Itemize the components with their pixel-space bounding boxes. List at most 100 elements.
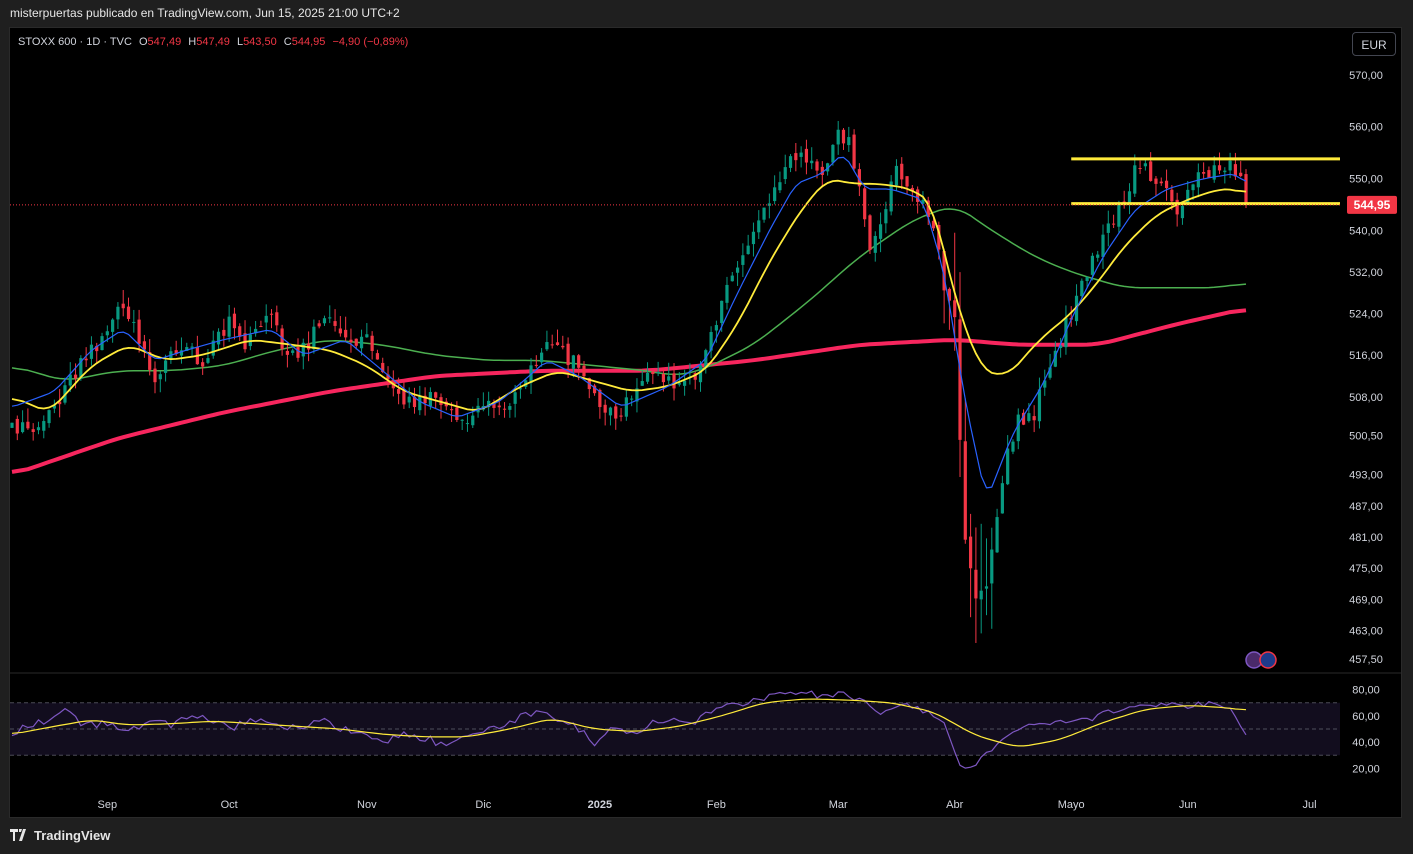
price-axis-tick: 524,00	[1349, 309, 1383, 321]
candle-body	[142, 341, 147, 350]
candle-body	[317, 323, 321, 327]
candle-body	[1159, 181, 1163, 184]
candle-body	[969, 536, 973, 569]
candle-body	[746, 245, 750, 255]
candle-body	[630, 398, 634, 400]
candle-body	[126, 306, 131, 319]
candle-body	[826, 163, 830, 172]
candle-body	[1053, 350, 1057, 367]
candle-body	[947, 288, 952, 301]
candle-body	[1186, 189, 1190, 204]
candle-body	[132, 321, 136, 323]
candle-body	[810, 160, 814, 164]
candle-body	[216, 331, 221, 345]
rsi-axis-tick: 40,00	[1352, 737, 1380, 749]
candle-body	[1006, 448, 1010, 485]
candle-body	[693, 373, 697, 380]
candle-body	[990, 549, 994, 584]
candle-body	[232, 313, 237, 329]
footer-brand[interactable]: TradingView	[10, 828, 110, 843]
candle-body	[211, 340, 215, 356]
candle-body	[751, 231, 756, 245]
price-axis-tick: 469,00	[1349, 594, 1383, 606]
candle-body	[804, 148, 809, 163]
ma-mid-line	[11, 179, 1247, 411]
candle-body	[179, 350, 184, 356]
candle-body	[942, 251, 946, 291]
price-axis-tick: 493,00	[1349, 470, 1383, 482]
candle-body	[603, 404, 607, 413]
candle-body	[651, 371, 655, 374]
candle-body	[513, 392, 517, 404]
candle-body	[953, 300, 957, 318]
candle-body	[1170, 189, 1174, 202]
candle-body	[1217, 165, 1222, 171]
globe-icon[interactable]	[1259, 651, 1277, 669]
candle-body	[111, 319, 115, 332]
candle-body	[423, 395, 427, 404]
candle-body	[831, 144, 835, 163]
candle-body	[900, 163, 904, 180]
time-axis-tick: Sep	[98, 799, 118, 811]
legend-open-label: O	[138, 36, 148, 48]
candle-body	[926, 200, 930, 218]
candle-body	[497, 405, 501, 408]
candle-body	[190, 346, 194, 348]
candle-body	[847, 137, 851, 146]
candle-body	[1202, 172, 1206, 174]
legend-low-label: L	[236, 36, 244, 48]
candle-body	[1021, 412, 1026, 425]
footer-brand-label: TradingView	[34, 828, 111, 843]
candle-body	[1096, 254, 1100, 258]
candle-body	[741, 255, 745, 265]
candle-body	[683, 380, 687, 386]
candle-body	[269, 313, 274, 315]
candle-body	[121, 303, 125, 309]
legend-high-value: 547,49	[196, 36, 230, 48]
candle-body	[635, 388, 639, 402]
legend-symbol[interactable]: STOXX 600 · 1D · TVC	[18, 36, 132, 48]
symbol-legend: STOXX 600 · 1D · TVC O547,49 H547,49 L54…	[18, 36, 408, 48]
candle-body	[174, 350, 178, 355]
candle-body	[931, 220, 936, 229]
rsi-axis-tick: 60,00	[1352, 711, 1380, 723]
candle-body	[667, 376, 671, 381]
candle-body	[571, 355, 575, 369]
candle-body	[354, 338, 358, 346]
price-axis-tick: 508,00	[1349, 392, 1383, 404]
candle-body	[163, 360, 168, 373]
candle-body	[254, 328, 258, 334]
candle-body	[624, 397, 628, 417]
price-axis-tick: 457,50	[1349, 654, 1383, 666]
candle-body	[31, 429, 35, 432]
candle-body	[291, 350, 295, 353]
candle-body	[73, 374, 78, 379]
candle-body	[412, 396, 417, 408]
candle-body	[36, 427, 41, 431]
time-axis-tick: Nov	[357, 799, 377, 811]
candle-body	[227, 316, 231, 337]
candle-body	[1164, 180, 1169, 189]
candle-body	[259, 326, 263, 328]
candle-body	[836, 129, 840, 145]
candle-body	[1117, 204, 1121, 227]
time-axis-tick: Oct	[221, 799, 238, 811]
candle-body	[555, 342, 560, 346]
candle-body	[619, 415, 623, 417]
candle-body	[979, 590, 983, 600]
candle-body	[884, 209, 888, 224]
candle-body	[820, 166, 824, 175]
currency-button[interactable]: EUR	[1352, 32, 1396, 56]
candle-body	[773, 187, 777, 202]
candle-body	[592, 385, 597, 394]
candle-body	[1154, 178, 1158, 184]
time-axis-tick: Feb	[707, 799, 726, 811]
candle-body	[1127, 191, 1132, 204]
candle-body	[42, 421, 46, 431]
price-axis-tick: 481,00	[1349, 532, 1383, 544]
candle-body	[735, 267, 740, 273]
candle-body	[1212, 165, 1216, 180]
price-axis-tick: 550,00	[1349, 174, 1383, 186]
candle-body	[995, 517, 999, 553]
